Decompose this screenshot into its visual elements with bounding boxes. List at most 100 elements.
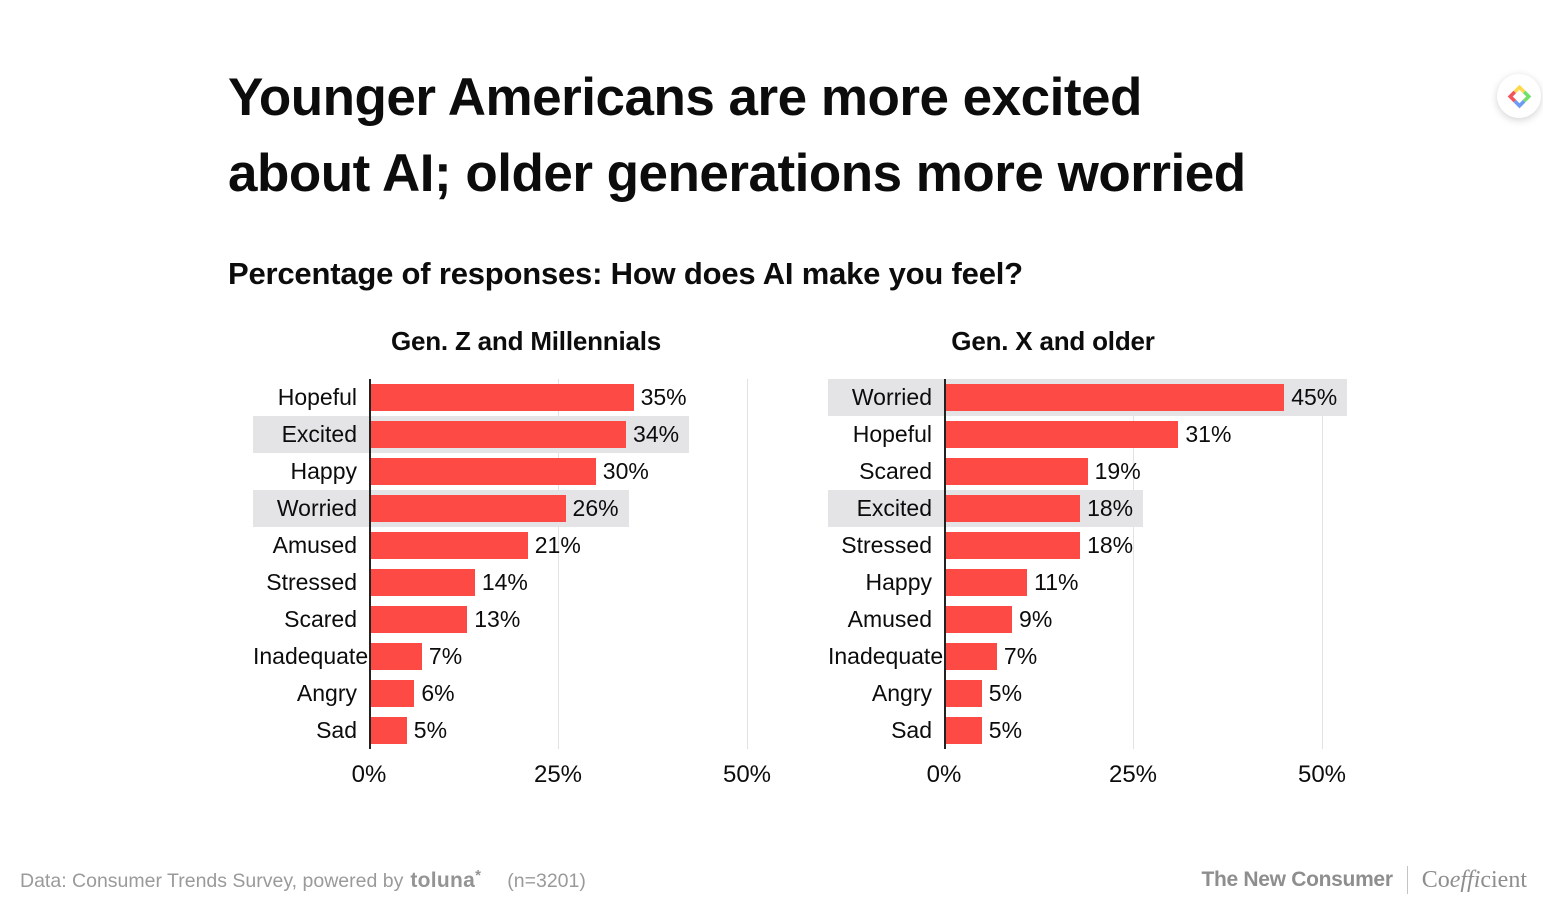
bar-row: Stressed 18%: [828, 527, 1374, 564]
bar-value-label: 7%: [1003, 643, 1038, 669]
category-label: Inadequate: [828, 643, 944, 669]
bar: [369, 606, 468, 633]
bar: [944, 569, 1028, 596]
category-label: Hopeful: [277, 384, 357, 410]
x-axis: 0% 25% 50%: [828, 761, 1374, 791]
coefficient-logo-badge[interactable]: [1497, 74, 1541, 118]
bar: [944, 384, 1285, 411]
bar-value-label: 5%: [413, 717, 448, 743]
bar-area: 7%: [944, 638, 1374, 675]
category-label: Angry: [296, 680, 357, 706]
bar: [369, 569, 475, 596]
bar-value-label: 19%: [1094, 458, 1141, 484]
bar-row: Worried 45%: [828, 379, 1374, 416]
bar-area: 13%: [369, 601, 799, 638]
toluna-wordmark: toluna*: [410, 867, 482, 892]
category-label: Excited: [856, 495, 932, 521]
bar-value-label: 11%: [1034, 569, 1079, 595]
bar-value-label: 45%: [1291, 384, 1338, 410]
bar-area: 19%: [944, 453, 1374, 490]
bar-row: Happy 11%: [828, 564, 1374, 601]
bar-area: 31%: [944, 416, 1374, 453]
bar-row: Sad 5%: [828, 712, 1374, 749]
category-label: Sad: [316, 717, 357, 743]
bar-row: Scared 19%: [828, 453, 1374, 490]
gridline-50: [747, 379, 748, 749]
x-axis-tick-label: 0%: [926, 761, 962, 788]
category-label: Stressed: [841, 532, 932, 558]
bar-row: Angry 5%: [828, 675, 1374, 712]
bar-row: Angry 6%: [253, 675, 799, 712]
bar-area: 18%: [944, 527, 1374, 564]
category-label: Inadequate: [253, 643, 369, 669]
bar: [944, 495, 1081, 522]
category-label: Happy: [865, 569, 932, 595]
bar-area: 21%: [369, 527, 799, 564]
bar: [944, 458, 1088, 485]
category-label: Stressed: [266, 569, 357, 595]
category-label: Scared: [859, 458, 932, 484]
bar-row: Excited 34%: [253, 416, 799, 453]
brand-lockup: The New Consumer Coefficient: [1201, 866, 1527, 894]
bar: [369, 458, 596, 485]
category-label: Sad: [891, 717, 932, 743]
category-label: Hopeful: [852, 421, 932, 447]
category-label: Worried: [851, 384, 932, 410]
category-label: Angry: [871, 680, 932, 706]
y-axis-line: [369, 379, 371, 749]
the-new-consumer-wordmark: The New Consumer: [1201, 868, 1393, 891]
bar-row: Inadequate 7%: [253, 638, 799, 675]
bar: [944, 606, 1013, 633]
bar-row: Stressed 14%: [253, 564, 799, 601]
bar-value-label: 21%: [534, 532, 581, 558]
page-title-line2: about AI; older generations more worried: [228, 144, 1246, 203]
bar-row: Amused 9%: [828, 601, 1374, 638]
bar-row: Hopeful 35%: [253, 379, 799, 416]
chart-title: Gen. Z and Millennials: [390, 326, 662, 356]
bar-row: Hopeful 31%: [828, 416, 1374, 453]
bar-value-label: 6%: [421, 680, 455, 706]
bar-row: Inadequate 7%: [828, 638, 1374, 675]
x-axis-tick-label: 50%: [722, 761, 772, 788]
bar: [369, 717, 407, 744]
bar-value-label: 18%: [1087, 532, 1134, 558]
bar-area: 5%: [944, 675, 1374, 712]
gridline-25: [1133, 379, 1134, 749]
bar: [369, 532, 528, 559]
source-text: Data: Consumer Trends Survey, powered by: [20, 870, 404, 892]
bar-area: 30%: [369, 453, 799, 490]
bar-value-label: 14%: [481, 569, 528, 595]
bar-area: 26%: [369, 490, 799, 527]
plot-area: Hopeful 35% Excited 34% Happy 30% Worried 26% Am…: [253, 379, 799, 749]
bar-area: 11%: [944, 564, 1374, 601]
bar-row: Excited 18%: [828, 490, 1374, 527]
chart-subtitle: Percentage of responses: How does AI mak…: [228, 256, 1023, 291]
bar-row: Amused 21%: [253, 527, 799, 564]
bar: [369, 643, 422, 670]
bar-row: Sad 5%: [253, 712, 799, 749]
bar-value-label: 9%: [1019, 606, 1053, 632]
bar-area: 9%: [944, 601, 1374, 638]
bar: [369, 384, 634, 411]
bar-value-label: 13%: [474, 606, 521, 632]
bar: [944, 643, 997, 670]
bar-area: 34%: [369, 416, 799, 453]
category-label: Happy: [290, 458, 357, 484]
bar: [944, 421, 1179, 448]
brand-divider: [1406, 866, 1408, 894]
bar-area: 45%: [944, 379, 1374, 416]
bar-row: Happy 30%: [253, 453, 799, 490]
bar-area: 5%: [944, 712, 1374, 749]
bar-value-label: 5%: [988, 680, 1023, 706]
bar-area: 7%: [369, 638, 799, 675]
bar-value-label: 18%: [1087, 495, 1134, 521]
bar-value-label: 35%: [640, 384, 687, 410]
gridline-50: [1322, 379, 1323, 749]
bar: [944, 680, 982, 707]
bar-value-label: 7%: [428, 643, 463, 669]
chart-gen-z-millennials: Gen. Z and Millennials Hopeful 35% Excited…: [253, 326, 799, 791]
page-title-line1: Younger Americans are more excited: [228, 68, 1142, 127]
bar-area: 35%: [369, 379, 799, 416]
coefficient-wordmark: Coefficient: [1421, 866, 1527, 893]
category-label: Amused: [272, 532, 357, 558]
